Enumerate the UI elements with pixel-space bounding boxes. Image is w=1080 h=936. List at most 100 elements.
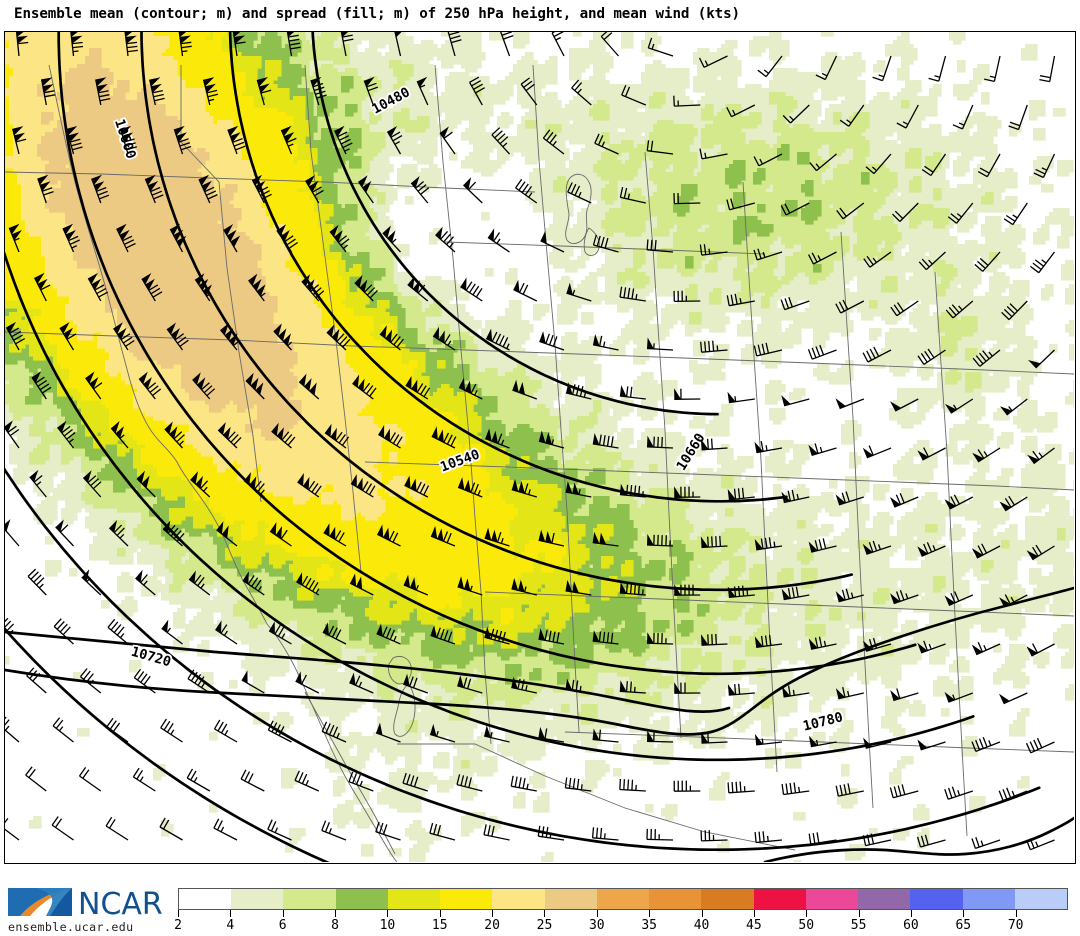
wind-barb	[594, 133, 619, 155]
wind-barb	[698, 55, 728, 68]
colorbar-band-6	[492, 889, 545, 909]
wind-barb	[78, 767, 102, 792]
colorbar-tick	[963, 910, 965, 917]
wind-barb	[699, 148, 728, 160]
wind-barb	[808, 636, 837, 650]
wind-barb	[8, 223, 22, 253]
wind-barb	[513, 279, 538, 302]
wind-barb	[161, 619, 183, 645]
wind-barb	[944, 786, 974, 800]
wind-barb	[447, 32, 462, 57]
colorbar-tick-label: 55	[850, 918, 867, 933]
wind-barb	[701, 633, 728, 646]
wind-barb	[188, 570, 211, 596]
colorbar-tick-label: 8	[331, 918, 339, 933]
geo-boundary	[393, 683, 416, 737]
wind-barb	[511, 676, 537, 694]
wind-barb	[280, 125, 297, 155]
wind-barb	[405, 375, 431, 400]
wind-barb	[727, 391, 755, 404]
wind-barb	[592, 531, 619, 547]
wind-barb	[378, 425, 403, 449]
wind-barb	[267, 720, 292, 743]
wind-barb	[971, 836, 1001, 850]
wind-barb	[301, 274, 325, 302]
wind-barb	[862, 346, 892, 363]
wind-barb	[863, 251, 892, 268]
wind-barb	[972, 349, 1001, 367]
wind-barb	[701, 732, 728, 744]
wind-barb	[484, 527, 510, 547]
wind-barb	[55, 519, 74, 547]
wind-barb	[223, 224, 241, 253]
wind-barb	[781, 782, 810, 796]
wind-barb	[350, 474, 376, 498]
wind-barb	[116, 223, 136, 253]
colorbar-tick	[387, 910, 389, 917]
wind-barb	[326, 324, 351, 351]
wind-barb	[537, 825, 565, 841]
wind-barb-layer	[5, 32, 1056, 851]
wind-barb	[273, 323, 293, 351]
wind-barb	[999, 594, 1028, 608]
wind-barb	[187, 669, 211, 694]
wind-barb	[780, 202, 810, 216]
colorbar-tick	[753, 910, 755, 917]
geo-boundary	[397, 743, 796, 851]
geo-boundary	[5, 331, 1074, 375]
colorbar-band-7	[544, 889, 597, 909]
wind-barb	[34, 272, 51, 302]
wind-barb	[377, 524, 401, 547]
wind-barb	[376, 623, 401, 645]
map-panel: 10480106001054010660107201078010840	[4, 31, 1076, 864]
wind-barb	[248, 273, 266, 302]
wind-barb	[217, 422, 242, 449]
wind-barb	[512, 379, 538, 400]
wind-barb	[485, 328, 510, 351]
wind-barb	[141, 273, 163, 302]
wind-barb	[348, 771, 374, 792]
wind-barb	[232, 32, 246, 57]
wind-barb	[815, 55, 838, 81]
wind-barb	[357, 175, 374, 204]
wind-barb	[890, 398, 919, 412]
wind-barb	[999, 692, 1028, 705]
wind-barb	[700, 340, 728, 353]
colorbar-tick-label: 2	[174, 918, 182, 933]
wind-barb	[5, 617, 20, 645]
height-contour	[5, 467, 1041, 852]
wind-barb	[286, 32, 301, 57]
wind-barb	[375, 821, 401, 841]
wind-barb	[382, 225, 401, 253]
wind-barb	[592, 334, 619, 351]
wind-barb	[5, 420, 20, 449]
colorbar-band-10	[701, 889, 754, 909]
wind-barb	[243, 472, 265, 498]
wind-barb	[566, 282, 592, 302]
wind-barb	[999, 495, 1028, 512]
wind-barb	[82, 470, 102, 498]
wind-barb	[551, 32, 565, 57]
wind-barb	[971, 641, 1001, 656]
wind-barb	[892, 202, 919, 222]
wind-barb	[429, 822, 456, 841]
wind-barb	[726, 293, 755, 307]
wind-barb	[296, 572, 320, 596]
wind-barb	[463, 177, 483, 204]
wind-barb	[159, 817, 183, 841]
wind-barb	[70, 32, 84, 57]
wind-barb	[213, 818, 238, 841]
wind-barb	[944, 591, 974, 606]
geo-boundary	[444, 241, 766, 255]
wind-barb	[178, 32, 192, 57]
wind-barb	[977, 153, 1001, 178]
wind-barb	[984, 55, 1001, 83]
wind-barb	[124, 32, 138, 57]
colorbar-tick-label: 10	[379, 918, 396, 933]
wind-barb	[269, 522, 292, 547]
wind-barb	[673, 192, 701, 205]
wind-barb	[456, 774, 483, 792]
wind-barb	[510, 775, 537, 792]
wind-barb	[430, 625, 456, 645]
